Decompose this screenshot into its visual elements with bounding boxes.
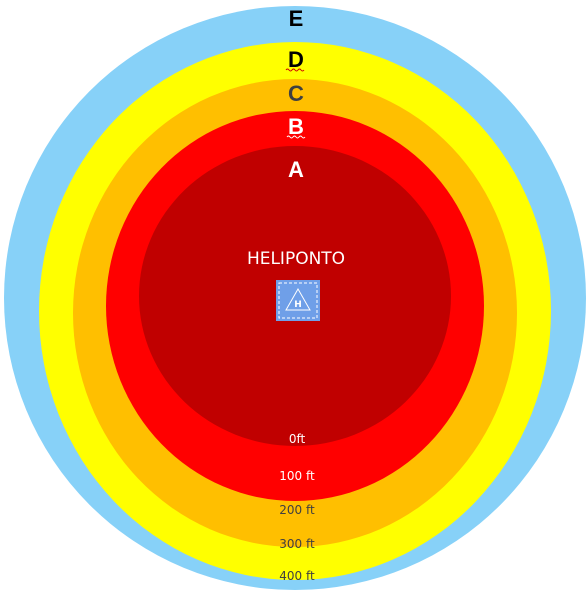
zone-letter-e: E bbox=[289, 6, 304, 31]
zone-letter-d: D bbox=[288, 47, 304, 72]
heliponto-label: HELIPONTO bbox=[247, 249, 345, 269]
svg-text:H: H bbox=[294, 300, 302, 310]
zone-letter-b: B bbox=[288, 114, 304, 139]
distance-label-300ft: 300 ft bbox=[279, 537, 315, 551]
zone-letter-a: A bbox=[288, 157, 304, 182]
distance-label-200ft: 200 ft bbox=[279, 503, 315, 517]
spellcheck-underline bbox=[286, 135, 306, 139]
spellcheck-underline bbox=[285, 68, 305, 72]
distance-label-0ft: 0ft bbox=[289, 432, 306, 446]
distance-label-100ft: 100 ft bbox=[279, 469, 315, 483]
distance-label-400ft: 400 ft bbox=[279, 569, 315, 583]
zone-letter-c: C bbox=[288, 81, 304, 106]
helipad-icon: H bbox=[276, 280, 320, 321]
